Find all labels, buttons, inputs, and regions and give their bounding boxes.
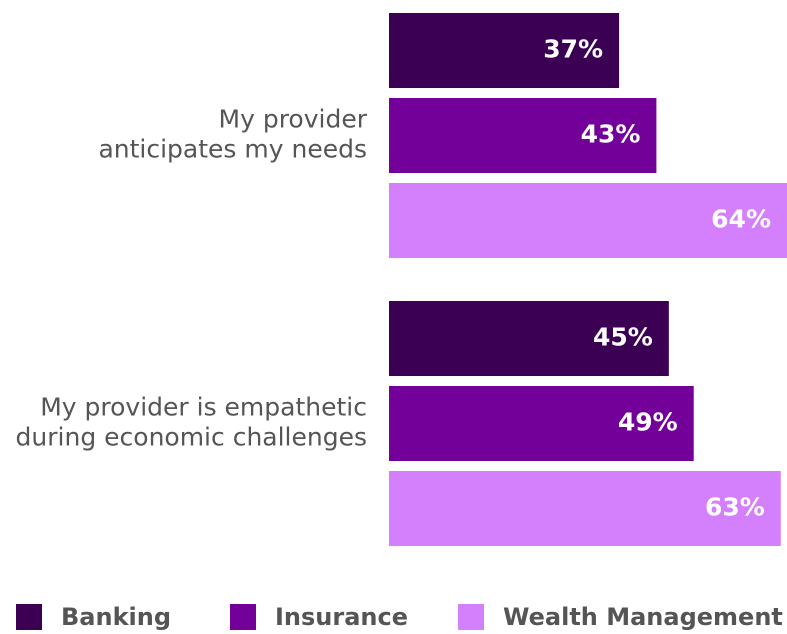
bar — [389, 183, 787, 258]
legend-swatch — [16, 604, 42, 630]
legend-label: Insurance — [275, 603, 408, 631]
data-label: 45% — [593, 323, 653, 352]
bar — [389, 471, 781, 546]
legend-label: Banking — [61, 603, 171, 631]
legend-label: Wealth Management — [503, 603, 783, 631]
legend-swatch — [458, 604, 484, 630]
bar — [389, 301, 669, 376]
bar — [389, 386, 694, 461]
data-label: 49% — [618, 408, 678, 437]
category-label: My provider is empathetic during economic… — [16, 393, 367, 452]
legend-swatch — [230, 604, 256, 630]
bar — [389, 98, 657, 173]
data-label: 37% — [543, 35, 603, 64]
bar — [389, 13, 620, 88]
data-label: 43% — [581, 120, 641, 149]
category-label: My provider anticipates my needs — [98, 105, 367, 164]
data-label: 64% — [711, 205, 771, 234]
data-label: 63% — [705, 493, 765, 522]
